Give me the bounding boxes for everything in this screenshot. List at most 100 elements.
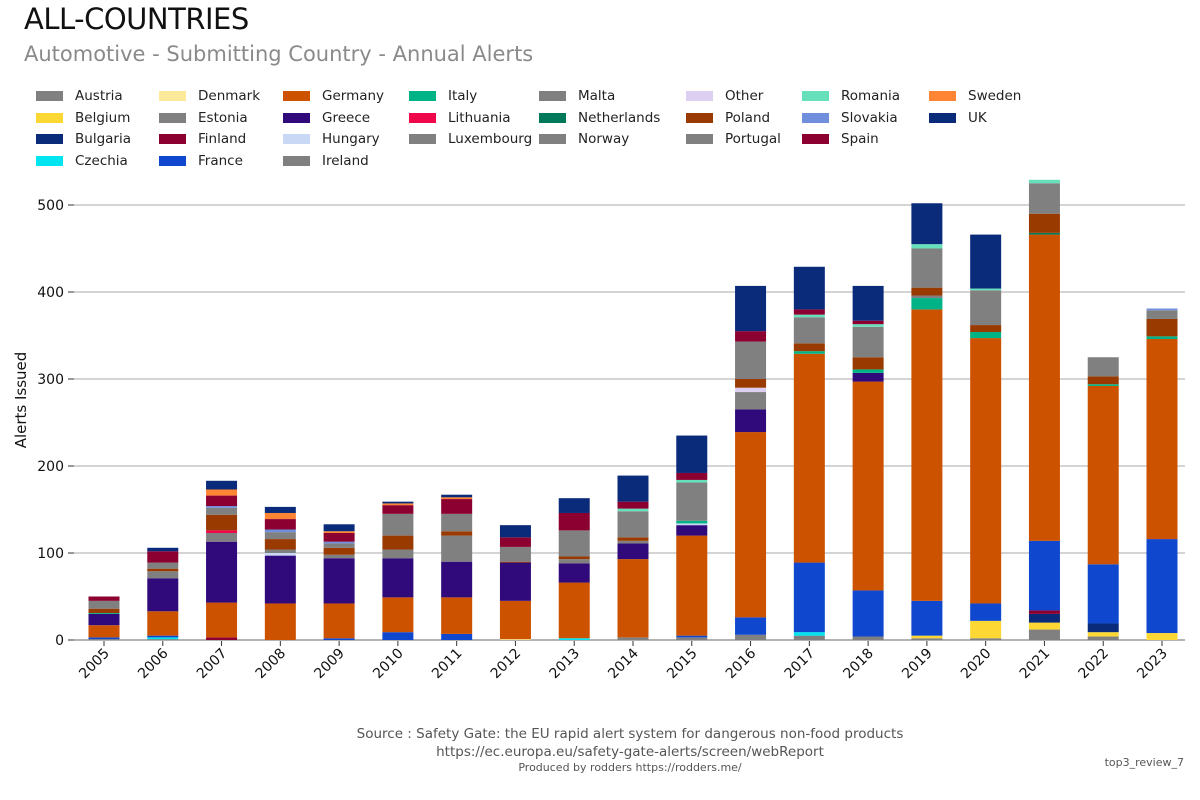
bar-segment-austria-2014[interactable] [617,637,649,640]
bar-segment-romania-2014[interactable] [617,508,649,512]
bar-segment-belgium-2020[interactable] [970,620,1002,639]
legend-item-belgium[interactable]: Belgium [36,110,130,126]
bar-segment-poland-2006[interactable] [147,568,179,572]
bar-segment-sweden-2008[interactable] [264,512,296,520]
bar-segment-france-2019[interactable] [911,600,943,636]
bar-segment-portugal-2009[interactable] [323,543,355,548]
bar-segment-hungary-2015[interactable] [676,523,708,526]
bar-segment-spain-2014[interactable] [617,501,649,509]
bar-segment-greece-2013[interactable] [558,563,590,583]
legend-item-sweden[interactable]: Sweden [929,88,1021,104]
bar-segment-poland-2017[interactable] [793,343,825,352]
bar-segment-germany-2018[interactable] [852,381,884,591]
bar-segment-italy-2023[interactable] [1146,336,1178,339]
bar-segment-france-2016[interactable] [735,617,767,635]
bar-segment-germany-2023[interactable] [1146,338,1178,540]
bar-segment-poland-2019[interactable] [911,287,943,296]
bar-segment-poland-2016[interactable] [735,379,767,388]
bar-segment-austria-2017[interactable] [793,635,825,640]
bar-segment-spain-2005[interactable] [88,596,120,601]
bar-segment-austria-2006[interactable] [147,639,179,640]
bar-segment-greece-2015[interactable] [676,525,708,536]
bar-segment-portugal-2018[interactable] [852,326,884,358]
legend-item-luxembourg[interactable]: Luxembourg [409,131,532,147]
bar-segment-portugal-2005[interactable] [88,600,120,609]
bar-segment-sweden-2011[interactable] [441,497,473,500]
bar-segment-sweden-2010[interactable] [382,503,414,506]
bar-segment-greece-2009[interactable] [323,558,355,604]
bar-segment-romania-2017[interactable] [793,314,825,318]
bar-segment-portugal-2006[interactable] [147,562,179,569]
bar-segment-uk-2018[interactable] [852,285,884,321]
bar-segment-germany-2016[interactable] [735,432,767,618]
bar-segment-poland-2020[interactable] [970,325,1002,333]
bar-segment-portugal-2007[interactable] [206,507,238,515]
bar-segment-austria-2022[interactable] [1087,636,1119,640]
bar-segment-poland-2012[interactable] [499,561,531,563]
bar-segment-finland-2007[interactable] [206,637,238,640]
bar-segment-germany-2007[interactable] [206,602,238,638]
bar-segment-portugal-2019[interactable] [911,248,943,288]
bar-segment-france-2018[interactable] [852,590,884,637]
bar-segment-germany-2020[interactable] [970,338,1002,604]
legend-item-norway[interactable]: Norway [539,131,629,147]
bar-segment-poland-2005[interactable] [88,608,120,614]
bar-segment-greece-2010[interactable] [382,558,414,598]
bar-segment-lithuania-2007[interactable] [206,530,238,533]
bar-segment-portugal-2022[interactable] [1087,357,1119,377]
bar-segment-germany-2022[interactable] [1087,385,1119,565]
bar-segment-uk-2006[interactable] [147,547,179,552]
legend-item-spain[interactable]: Spain [802,131,879,147]
bar-segment-germany-2008[interactable] [264,603,296,640]
bar-segment-poland-2018[interactable] [852,357,884,370]
legend-item-other[interactable]: Other [686,88,763,104]
bar-segment-uk-2010[interactable] [382,501,414,504]
bar-segment-czechia-2006[interactable] [147,637,179,640]
legend-item-germany[interactable]: Germany [283,88,384,104]
bar-segment-ireland-2011[interactable] [441,535,473,562]
bar-segment-romania-2020[interactable] [970,288,1002,291]
bar-segment-germany-2014[interactable] [617,559,649,638]
bar-segment-portugal-2013[interactable] [558,530,590,557]
bar-segment-greece-2005[interactable] [88,613,120,626]
bar-segment-romania-2021[interactable] [1028,179,1060,184]
bar-segment-poland-2009[interactable] [323,547,355,555]
bar-segment-poland-2013[interactable] [558,556,590,560]
bar-segment-portugal-2023[interactable] [1146,310,1178,319]
bar-segment-germany-2013[interactable] [558,582,590,639]
bar-segment-ireland-2014[interactable] [617,540,649,544]
bar-segment-poland-2007[interactable] [206,514,238,531]
legend-item-malta[interactable]: Malta [539,88,615,104]
bar-segment-austria-2019[interactable] [911,638,943,640]
bar-segment-germany-2015[interactable] [676,535,708,636]
bar-segment-greece-2007[interactable] [206,541,238,603]
bar-segment-bulgaria-2021[interactable] [1028,613,1060,623]
bar-segment-france-2015[interactable] [676,635,708,638]
bar-segment-portugal-2015[interactable] [676,482,708,521]
bar-segment-denmark-2012[interactable] [499,639,531,640]
bar-segment-spain-2015[interactable] [676,472,708,480]
bar-segment-ireland-2009[interactable] [323,554,355,559]
legend-item-austria[interactable]: Austria [36,88,123,104]
bar-segment-spain-2018[interactable] [852,320,884,325]
bar-segment-poland-2023[interactable] [1146,318,1178,337]
bar-segment-austria-2016[interactable] [735,634,767,640]
bar-segment-austria-2005[interactable] [88,639,120,640]
bar-segment-italy-2020[interactable] [970,332,1002,339]
bar-segment-spain-2017[interactable] [793,309,825,315]
bar-segment-sweden-2007[interactable] [206,489,238,496]
bar-segment-france-2017[interactable] [793,562,825,633]
bar-segment-luxembourg-2019[interactable] [911,295,943,299]
bar-segment-germany-2009[interactable] [323,603,355,639]
bar-segment-france-2010[interactable] [382,632,414,640]
bar-segment-france-2023[interactable] [1146,539,1178,634]
bar-segment-ireland-2008[interactable] [264,549,296,553]
bar-segment-finland-2021[interactable] [1028,610,1060,614]
bar-segment-slovakia-2007[interactable] [206,506,238,508]
bar-segment-ireland-2007[interactable] [206,532,238,542]
bar-segment-greece-2018[interactable] [852,372,884,382]
legend-item-france[interactable]: France [159,153,243,169]
legend-item-italy[interactable]: Italy [409,88,477,104]
bar-segment-spain-2006[interactable] [147,551,179,563]
bar-segment-austria-2015[interactable] [676,637,708,640]
